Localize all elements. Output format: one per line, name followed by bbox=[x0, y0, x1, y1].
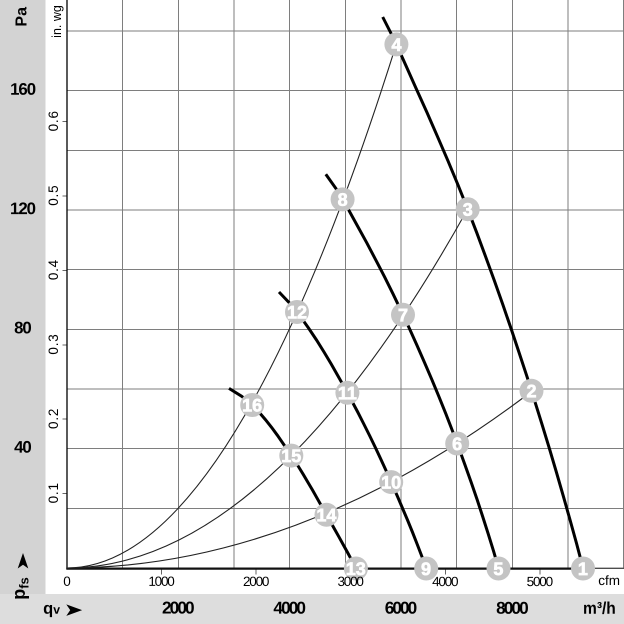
svg-text:9: 9 bbox=[421, 559, 431, 579]
svg-text:2000: 2000 bbox=[162, 598, 195, 618]
svg-text:2: 2 bbox=[526, 381, 536, 401]
svg-text:15: 15 bbox=[281, 446, 301, 466]
svg-text:80: 80 bbox=[14, 318, 32, 337]
svg-text:4000: 4000 bbox=[273, 598, 306, 618]
svg-text:1: 1 bbox=[578, 559, 588, 579]
svg-text:5: 5 bbox=[493, 559, 503, 579]
svg-text:12: 12 bbox=[287, 302, 307, 322]
svg-text:4: 4 bbox=[392, 35, 402, 55]
svg-text:0.1: 0.1 bbox=[46, 482, 61, 503]
svg-text:m³/h: m³/h bbox=[583, 599, 616, 618]
svg-text:6000: 6000 bbox=[385, 598, 418, 618]
svg-text:1000: 1000 bbox=[148, 574, 174, 589]
svg-text:4000: 4000 bbox=[432, 574, 458, 589]
svg-text:11: 11 bbox=[338, 383, 357, 403]
svg-text:cfm: cfm bbox=[598, 573, 620, 588]
svg-text:0.4: 0.4 bbox=[46, 259, 61, 280]
svg-text:13: 13 bbox=[346, 559, 366, 579]
svg-text:0.2: 0.2 bbox=[46, 408, 61, 429]
svg-text:8: 8 bbox=[338, 190, 348, 210]
svg-text:6: 6 bbox=[452, 434, 462, 454]
svg-text:8000: 8000 bbox=[496, 598, 529, 618]
svg-text:16: 16 bbox=[242, 395, 262, 415]
svg-text:0.5: 0.5 bbox=[46, 185, 61, 206]
svg-text:10: 10 bbox=[381, 473, 401, 493]
svg-text:0.6: 0.6 bbox=[46, 110, 61, 131]
svg-text:160: 160 bbox=[10, 80, 36, 99]
svg-text:2000: 2000 bbox=[243, 574, 269, 589]
svg-text:14: 14 bbox=[316, 505, 336, 525]
svg-text:7: 7 bbox=[398, 305, 408, 325]
svg-text:5000: 5000 bbox=[527, 574, 553, 589]
svg-text:3000: 3000 bbox=[337, 574, 363, 589]
svg-text:40: 40 bbox=[14, 438, 32, 457]
svg-text:qv: qv bbox=[43, 600, 60, 618]
svg-text:120: 120 bbox=[10, 199, 36, 218]
svg-text:Pa: Pa bbox=[14, 7, 31, 27]
svg-text:0: 0 bbox=[63, 574, 71, 589]
svg-text:in. wg: in. wg bbox=[50, 5, 64, 38]
svg-text:3: 3 bbox=[463, 200, 473, 220]
svg-text:0.3: 0.3 bbox=[46, 333, 61, 354]
